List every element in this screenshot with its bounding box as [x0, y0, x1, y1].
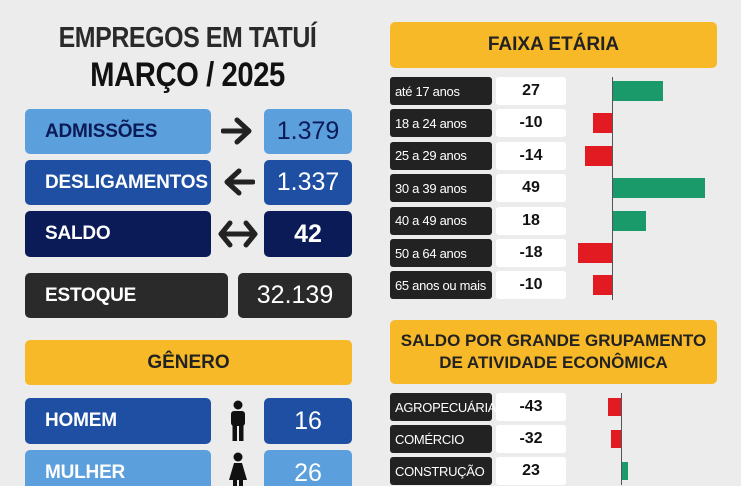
man-icon — [228, 400, 248, 442]
mulher-label: MULHER — [25, 450, 211, 486]
saldo-label: SALDO — [25, 211, 211, 257]
title-line-1: EMPREGOS EM TATUÍ — [58, 22, 317, 54]
data-label: -32 — [496, 425, 566, 453]
data-label: 18 — [496, 206, 566, 235]
data-label: -14 — [496, 141, 566, 170]
category-label: AGROPECUÁRIA — [390, 393, 496, 421]
admissoes-label: ADMISSÕES — [25, 109, 211, 154]
bar — [593, 275, 612, 296]
double-arrow-icon — [216, 214, 260, 254]
setor-title-line-1: SALDO POR GRANDE GRUPAMENTO — [400, 331, 707, 350]
category-label: COMÉRCIO — [390, 425, 492, 453]
zero-axis — [612, 77, 613, 300]
bar — [577, 243, 612, 263]
category-label: CONSTRUÇÃO — [390, 457, 492, 485]
arrow-right-icon — [218, 111, 258, 151]
estoque-label: ESTOQUE — [25, 273, 228, 318]
data-label: -10 — [496, 271, 566, 300]
data-label: 23 — [496, 457, 566, 485]
bar — [621, 462, 628, 480]
category-label: 18 a 24 anos — [390, 109, 492, 138]
setor-title-line-2: DE ATIVIDADE ECONÔMICA — [439, 353, 668, 372]
bar — [593, 113, 612, 134]
setor-rows: AGROPECUÁRIA -43 COMÉRCIO -32 CONSTRUÇÃO 23 — [390, 393, 720, 486]
faixa-etaria-rows: até 17 anos 27 18 a 24 anos -10 25 a 29 anos… — [390, 77, 720, 302]
zero-axis — [621, 393, 622, 485]
bar — [612, 210, 647, 231]
desligamentos-value: 1.337 — [264, 160, 352, 205]
homem-label: HOMEM — [25, 398, 211, 444]
data-label: 27 — [496, 77, 566, 105]
category-label: 40 a 49 anos — [390, 206, 492, 235]
woman-icon — [227, 452, 249, 486]
data-label: 49 — [496, 174, 566, 203]
category-label: 30 a 39 anos — [390, 174, 492, 203]
title-line-2: MARÇO / 2025 — [90, 56, 285, 94]
category-label: 65 anos ou mais — [390, 271, 492, 300]
genero-header: GÊNERO — [25, 340, 352, 385]
bar — [608, 398, 621, 416]
category-label: 25 a 29 anos — [390, 141, 492, 170]
bar — [612, 178, 706, 199]
saldo-value: 42 — [264, 211, 352, 257]
data-label: -18 — [496, 239, 566, 267]
arrow-left-icon — [218, 162, 258, 202]
faixa-etaria-header: FAIXA ETÁRIA — [390, 22, 717, 68]
data-label: -10 — [496, 109, 566, 138]
homem-value: 16 — [264, 398, 352, 444]
category-label: até 17 anos — [390, 77, 492, 105]
admissoes-value: 1.379 — [264, 109, 352, 154]
bar — [612, 81, 664, 101]
mulher-value: 26 — [264, 450, 352, 486]
estoque-value: 32.139 — [238, 273, 352, 318]
bar — [585, 145, 612, 166]
data-label: -43 — [496, 393, 566, 421]
bar — [611, 430, 621, 448]
desligamentos-label: DESLIGAMENTOS — [25, 160, 211, 205]
setor-header: SALDO POR GRANDE GRUPAMENTO DE ATIVIDADE… — [390, 320, 717, 384]
category-label: 50 a 64 anos — [390, 239, 492, 267]
